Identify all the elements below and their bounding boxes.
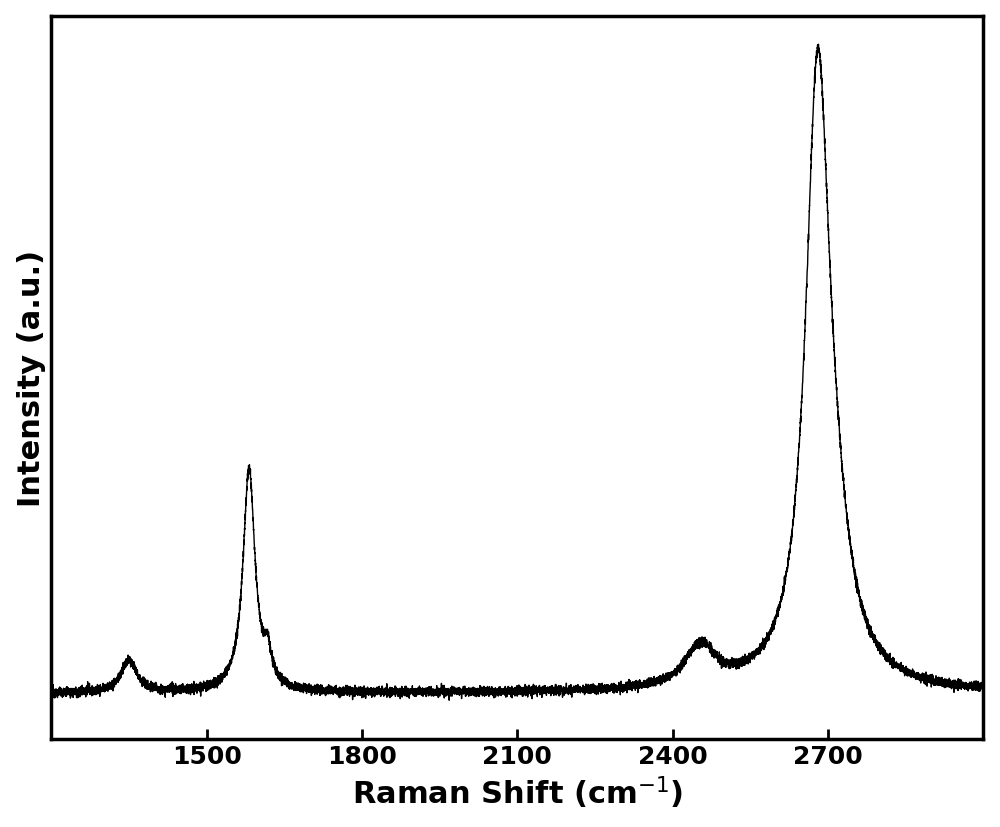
X-axis label: Raman Shift (cm$^{-1}$): Raman Shift (cm$^{-1}$) <box>352 774 683 810</box>
Y-axis label: Intensity (a.u.): Intensity (a.u.) <box>17 250 46 506</box>
